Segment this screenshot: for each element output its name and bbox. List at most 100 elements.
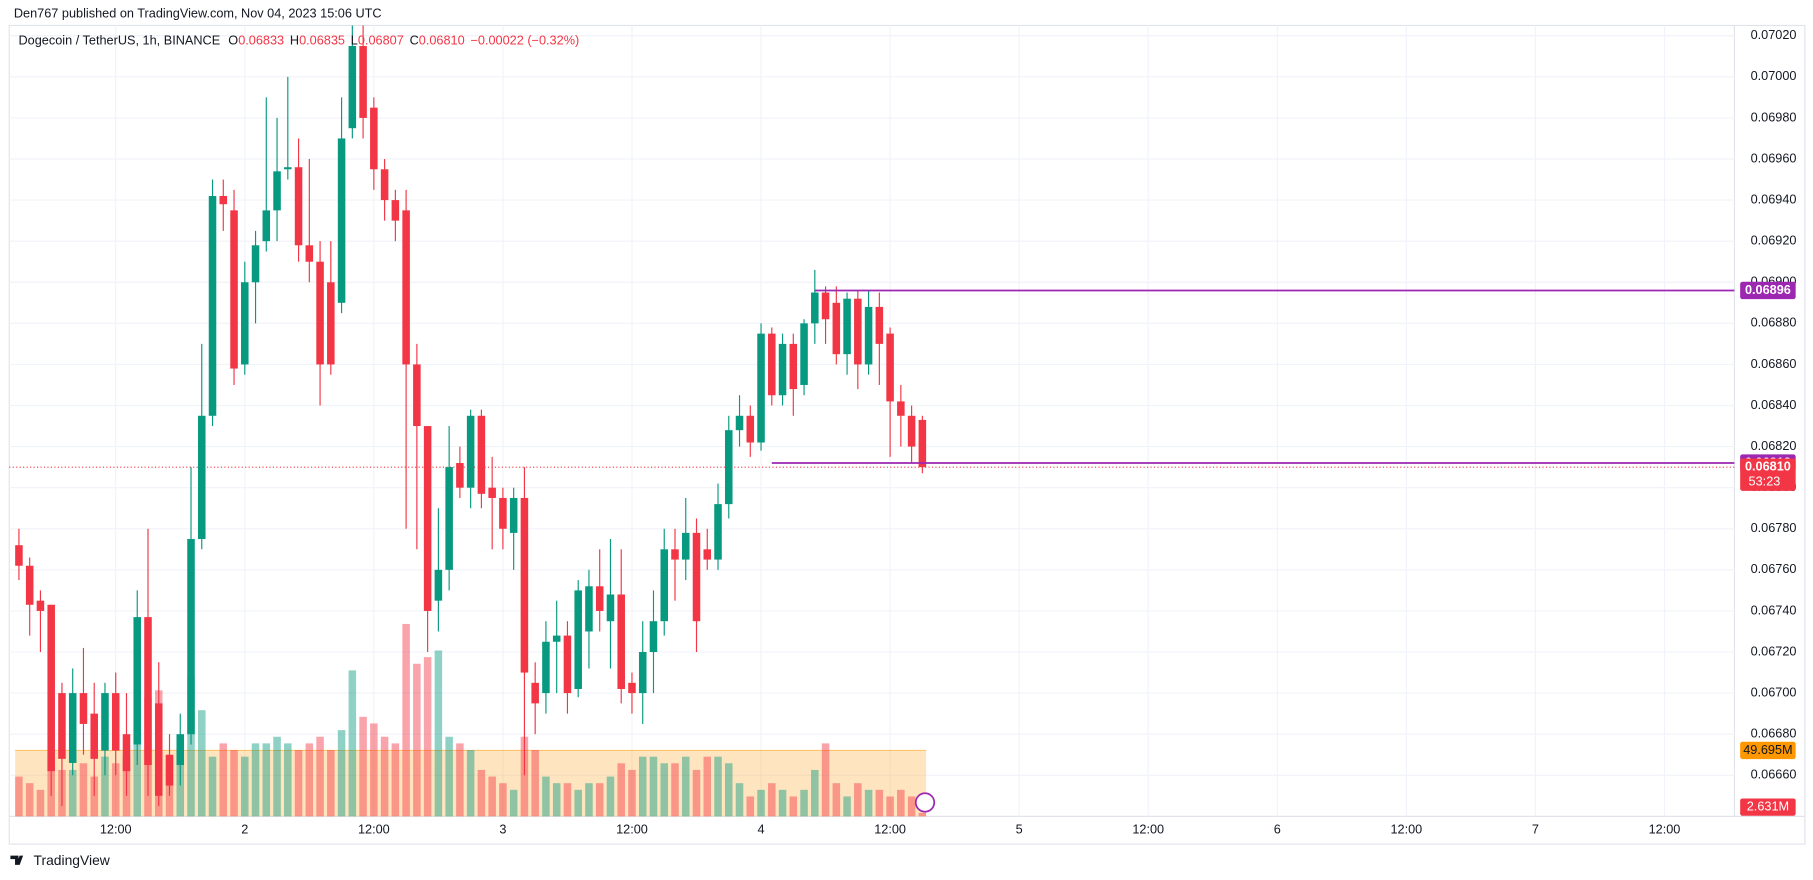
candle-body — [445, 467, 453, 570]
event-icon[interactable] — [914, 792, 936, 813]
volume-bar — [456, 743, 464, 817]
volume-bar — [789, 796, 798, 817]
volume-bar — [821, 743, 830, 817]
x-tick-label: 5 — [1016, 822, 1023, 837]
volume-bar — [316, 736, 324, 817]
volume-bar — [380, 736, 389, 817]
candle-body — [47, 604, 55, 772]
volume-bar — [25, 783, 34, 817]
candle-body — [595, 586, 604, 611]
volume-bar — [101, 756, 109, 817]
y-tick-label: 0.06880 — [1751, 315, 1797, 330]
candle-body — [219, 195, 228, 205]
volume-bar — [768, 783, 776, 817]
volume-bar — [36, 789, 45, 817]
volume-bar — [735, 783, 744, 817]
candle-body — [122, 734, 131, 772]
legend-key: L — [351, 33, 358, 48]
candle-body — [714, 504, 722, 560]
volume-bar — [348, 670, 357, 817]
x-tick-label: 6 — [1274, 822, 1281, 837]
volume-bar — [208, 756, 217, 817]
volume-bar — [434, 650, 443, 817]
volume-bar — [230, 750, 238, 817]
volume-pane — [15, 623, 927, 817]
candle-body — [208, 195, 217, 416]
candle-body — [273, 171, 281, 211]
volume-tag-label: 2.631M — [1747, 798, 1789, 813]
x-tick-label: 12:00 — [874, 822, 906, 837]
candle-body — [897, 401, 905, 416]
candle-body — [370, 107, 378, 170]
volume-bar — [413, 663, 421, 817]
y-tick-label: 0.06840 — [1751, 397, 1797, 412]
candles — [9, 25, 1735, 807]
candle-body — [563, 635, 572, 694]
volume-bar — [725, 763, 733, 817]
legend-value: 0.06807 — [358, 33, 404, 48]
volume-ma-tag — [1740, 741, 1796, 760]
y-tick-label: 0.06860 — [1751, 356, 1797, 371]
volume-bar — [757, 789, 765, 817]
candle-body — [854, 298, 862, 365]
volume-bar — [811, 769, 819, 817]
y-tick-label: 0.06740 — [1751, 602, 1797, 617]
volume-bar — [509, 789, 518, 817]
y-tick-label: 0.07000 — [1751, 68, 1797, 83]
volume-bar — [638, 756, 647, 817]
frame — [8, 24, 1806, 845]
candle-body — [617, 594, 625, 689]
x-tick-label: 2 — [241, 822, 248, 837]
volume-bar — [133, 736, 142, 817]
candle-body — [111, 693, 120, 751]
legend-value: 0.06833 — [238, 33, 284, 48]
volume-bar — [187, 677, 195, 817]
volume-bar — [219, 743, 228, 817]
candle-body — [520, 497, 529, 673]
candle-body — [918, 419, 927, 468]
volume-bar — [585, 783, 593, 817]
candle-body — [681, 532, 690, 560]
candle-body — [692, 532, 701, 622]
volume-bar — [886, 796, 894, 817]
y-tick-label: 0.06680 — [1751, 726, 1797, 741]
y-tick-label: 0.06920 — [1751, 233, 1797, 248]
candle-body — [488, 487, 496, 498]
tv-logo — [10, 855, 24, 865]
x-tick-label: 3 — [499, 822, 506, 837]
y-tick-label: 0.06660 — [1751, 767, 1797, 782]
volume-bar — [466, 750, 475, 817]
candle-body — [735, 415, 744, 431]
y-tick-label: 0.06780 — [1751, 520, 1797, 535]
volume-bar — [79, 763, 88, 817]
candle-body — [800, 323, 808, 385]
y-tick-label: 0.07020 — [1751, 27, 1797, 42]
candle-body — [25, 565, 34, 605]
volume-bar — [649, 756, 658, 817]
legend-key: O — [228, 33, 238, 48]
candle-body — [552, 635, 561, 642]
candle-body — [198, 415, 206, 540]
volume-bar — [778, 789, 787, 817]
candle-body — [606, 594, 615, 622]
x-tick-label: 12:00 — [616, 822, 648, 837]
candle-body — [154, 703, 163, 796]
volume-bar — [305, 743, 314, 817]
volume-bar — [832, 783, 841, 817]
volume-bar — [423, 657, 432, 817]
volume-bar — [241, 756, 249, 817]
volume-bar — [563, 783, 572, 817]
legend-value: 0.06835 — [299, 33, 345, 48]
volume-bar — [918, 812, 927, 817]
volume-bar — [854, 783, 862, 817]
candle-body — [187, 539, 195, 735]
candle-body — [531, 682, 539, 704]
x-tick-label: 7 — [1532, 822, 1539, 837]
volume-bar — [606, 776, 615, 817]
candle-body — [875, 306, 884, 344]
volume-bar — [402, 623, 410, 817]
volume-bar — [90, 776, 98, 817]
candle-body — [294, 167, 303, 246]
volume-bar — [542, 776, 550, 817]
